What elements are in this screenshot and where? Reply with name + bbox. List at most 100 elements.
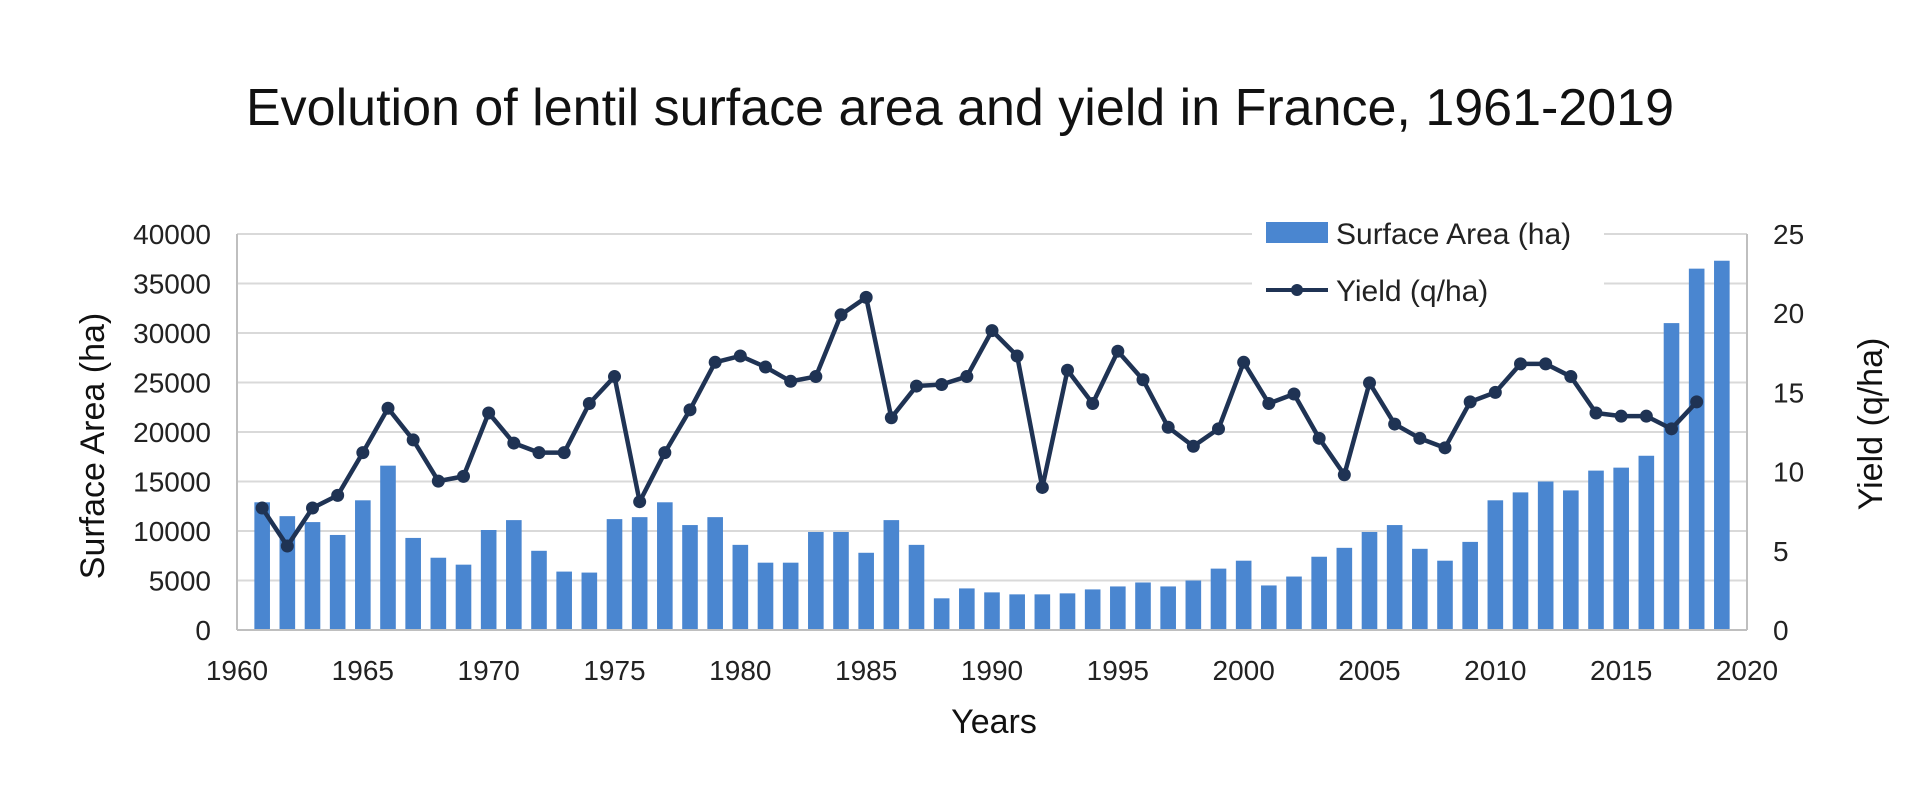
y2-tick-label: 15 — [1773, 377, 1804, 408]
yield-point — [1136, 373, 1150, 387]
yield-point — [482, 406, 496, 420]
bar-surface-area — [455, 564, 472, 630]
legend-yield-label: Yield (q/ha) — [1336, 275, 1488, 308]
bar-surface-area — [1663, 323, 1680, 630]
bar-surface-area — [1059, 593, 1076, 630]
bar-surface-area — [405, 537, 421, 630]
yield-point — [608, 370, 621, 384]
yield-point — [1212, 422, 1225, 436]
bar-surface-area — [1110, 586, 1126, 630]
yield-point — [557, 446, 571, 460]
yield-point — [532, 446, 546, 460]
yield-point — [1363, 376, 1376, 390]
yield-point — [1061, 363, 1074, 377]
bar-surface-area — [908, 544, 925, 630]
y-tick-label: 20000 — [133, 417, 211, 448]
legend-surface-area-label: Surface Area (ha) — [1336, 218, 1571, 251]
bar-surface-area — [1185, 580, 1202, 630]
x-axis-title: Years — [951, 703, 1037, 741]
y2-axis-title: Yield (q/ha) — [1852, 338, 1890, 511]
yield-point — [255, 501, 269, 515]
bar-surface-area — [707, 517, 723, 630]
bar-surface-area — [355, 500, 371, 630]
bar-surface-area — [304, 522, 321, 630]
yield-point — [1035, 480, 1049, 494]
x-tick-label: 1990 — [961, 655, 1023, 686]
yield-point — [708, 355, 722, 369]
bar-surface-area — [1261, 585, 1277, 630]
legend: Surface Area (ha) Yield (q/ha) — [1252, 210, 1604, 328]
bar-surface-area — [682, 525, 698, 630]
yield-point — [834, 308, 848, 322]
bar-surface-area — [959, 588, 975, 630]
bar-surface-area — [858, 552, 874, 630]
x-tick-label: 2010 — [1464, 655, 1526, 686]
yield-point — [1413, 431, 1427, 445]
yield-point — [1237, 355, 1251, 369]
yield-point — [784, 374, 798, 388]
x-tick-label: 2020 — [1716, 655, 1778, 686]
yield-point — [1086, 396, 1100, 410]
y2-tick-label: 25 — [1773, 219, 1804, 250]
y-tick-label: 25000 — [133, 368, 211, 399]
yield-point — [280, 539, 294, 553]
y2-tick-label: 5 — [1773, 536, 1789, 567]
bar-surface-area — [1412, 548, 1428, 630]
yield-point — [507, 436, 521, 450]
bar-surface-area — [1688, 268, 1705, 630]
bar-surface-area — [1714, 260, 1730, 630]
bar-surface-area — [581, 572, 598, 630]
yield-point — [1262, 396, 1276, 410]
yield-point — [1514, 357, 1527, 371]
yield-point — [1010, 349, 1024, 363]
line-layer — [255, 290, 1704, 553]
bar-surface-area — [1210, 568, 1227, 630]
bar-surface-area — [480, 530, 497, 630]
legend-surface-area-swatch — [1266, 222, 1328, 243]
bar-surface-area — [279, 516, 296, 630]
yield-point — [1665, 422, 1678, 436]
bar-surface-area — [254, 502, 270, 630]
yield-point — [1186, 439, 1200, 453]
bar-surface-area — [1563, 490, 1579, 630]
chart-title: Evolution of lentil surface area and yie… — [246, 79, 1674, 137]
y-tick-label: 5000 — [149, 566, 211, 597]
bar-surface-area — [631, 517, 648, 630]
yield-point — [683, 403, 697, 417]
bar-surface-area — [506, 520, 522, 630]
bar-surface-area — [782, 562, 799, 630]
legend-yield-marker — [1291, 284, 1303, 296]
yield-point — [1388, 417, 1402, 431]
yield-point — [1287, 387, 1301, 401]
yield-point — [1312, 431, 1326, 445]
axes-layer: 0500010000150002000025000300003500040000… — [133, 219, 1804, 686]
bar-surface-area — [1638, 455, 1655, 630]
y-tick-label: 10000 — [133, 516, 211, 547]
yield-point — [935, 377, 949, 391]
x-tick-label: 1960 — [206, 655, 268, 686]
yield-point — [1463, 395, 1477, 409]
bar-surface-area — [757, 562, 774, 630]
bar-surface-area — [1462, 541, 1478, 630]
bar-surface-area — [1160, 586, 1176, 630]
y-axis-title: Surface Area (ha) — [74, 313, 112, 579]
yield-point — [431, 474, 445, 488]
bar-surface-area — [1613, 467, 1629, 630]
bar-surface-area — [732, 544, 749, 630]
yield-point — [406, 433, 420, 447]
yield-point — [356, 446, 370, 460]
yield-point — [733, 349, 747, 363]
bar-surface-area — [1286, 576, 1302, 630]
bar-surface-area — [1512, 492, 1529, 630]
yield-point — [910, 379, 923, 393]
yield-point — [985, 324, 999, 338]
yield-point — [1639, 409, 1653, 423]
bar-surface-area — [1386, 525, 1403, 630]
bar-surface-area — [1311, 556, 1327, 630]
yield-point — [1111, 344, 1125, 358]
yield-point — [1690, 395, 1704, 409]
yield-point — [1488, 385, 1502, 399]
bar-surface-area — [531, 550, 547, 630]
bar-surface-area — [657, 502, 673, 630]
bar-surface-area — [329, 534, 346, 630]
